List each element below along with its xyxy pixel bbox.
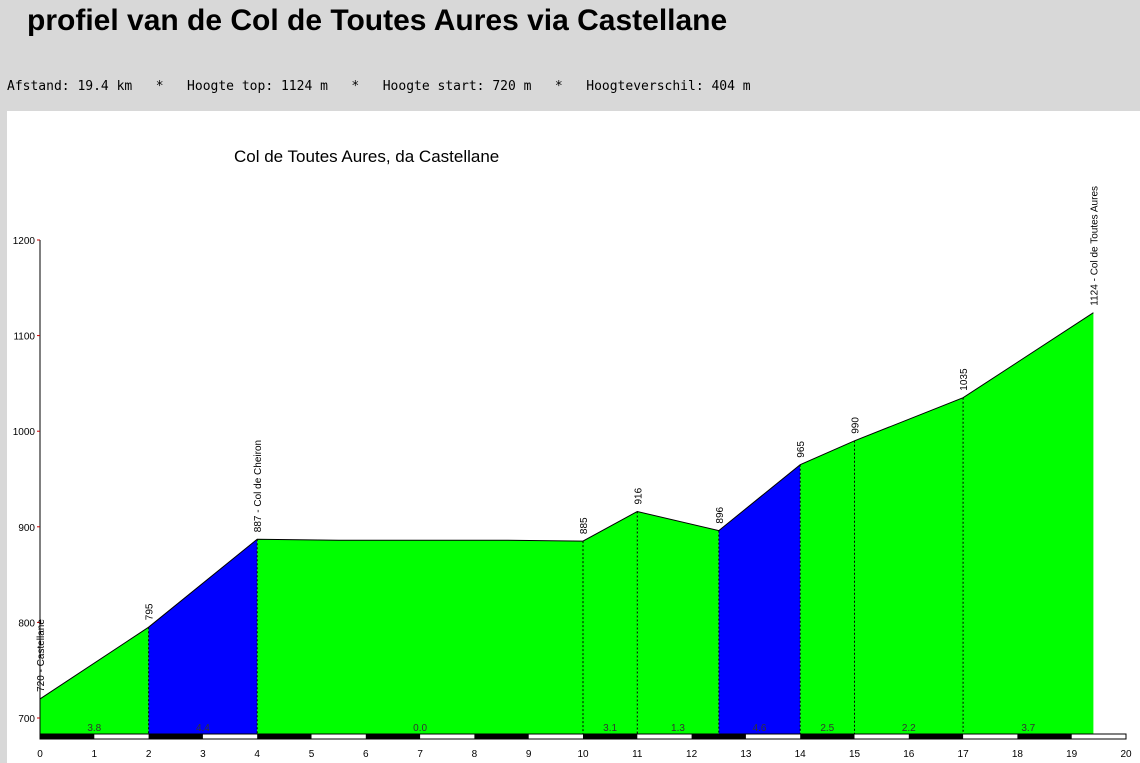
gradient-label: 4.6: [753, 723, 767, 734]
x-tick-label: 4: [254, 749, 260, 760]
stat-value: 720 m: [492, 79, 532, 94]
stats-separator: *: [132, 79, 188, 94]
y-axis: 700 800 900 1000 1100 1200: [13, 236, 41, 734]
x-tick-label: 9: [526, 749, 532, 760]
gradient-label: 3.1: [603, 723, 617, 734]
point-label: 896: [715, 506, 726, 523]
stat-label: Hoogte start:: [382, 79, 493, 94]
x-tick-label: 12: [686, 749, 698, 760]
stat-value: 19.4 km: [77, 79, 133, 94]
segment-fill: [854, 397, 964, 734]
x-tick-label: 5: [309, 749, 315, 760]
stat-value: 1124 m: [280, 79, 328, 94]
x-tick-label: 7: [417, 749, 423, 760]
gradient-label: 0.0: [413, 723, 427, 734]
stats-separator: *: [531, 79, 587, 94]
gradient-label: 2.2: [902, 723, 916, 734]
point-label: 990: [851, 417, 862, 434]
distance-bar-block: [691, 734, 746, 739]
distance-bar-block: [583, 734, 638, 739]
gradient-label: 1.3: [671, 723, 685, 734]
chart-title: Col de Toutes Aures, da Castellane: [234, 147, 499, 166]
stats-separator: *: [327, 79, 383, 94]
segment-fill: [40, 627, 149, 734]
x-tick-label: 20: [1120, 749, 1132, 760]
y-tick-label: 700: [18, 714, 35, 725]
x-tick-label: 14: [795, 749, 807, 760]
gradient-label: 4.4: [196, 723, 210, 734]
distance-bar-block: [365, 734, 421, 739]
x-tick-label: 8: [472, 749, 478, 760]
distance-bar-block: [257, 734, 312, 739]
x-tick-label: 3: [200, 749, 206, 760]
chart-panel: Col de Toutes Aures, da Castellane 3.8 4.…: [7, 111, 1140, 763]
segment-fill: [148, 539, 258, 734]
segment-fill: [257, 539, 583, 734]
point-label: 720 - Castellane: [36, 619, 47, 692]
point-label: 965: [796, 441, 807, 458]
x-tick-label: 11: [632, 749, 643, 760]
y-tick-label: 1000: [13, 427, 36, 438]
point-label: 916: [633, 487, 644, 504]
distance-bar-block: [40, 734, 95, 739]
x-tick-label: 10: [577, 749, 589, 760]
segment-fill: [718, 464, 801, 734]
distance-bar-block: [908, 734, 964, 739]
stat-label: Hoogte top:: [187, 79, 281, 94]
segment-fills: [40, 312, 1094, 734]
y-tick-label: 900: [18, 523, 35, 534]
stat-value: 404 m: [711, 79, 751, 94]
x-tick-label: 6: [363, 749, 369, 760]
stat-label: Afstand:: [7, 79, 78, 94]
segment-fill: [800, 440, 855, 734]
x-tick-label: 18: [1012, 749, 1024, 760]
gradient-labels: 3.8 4.4 0.0 3.1 1.3 4.6 2.5 2.2 3.7: [87, 723, 1035, 734]
segment-fill: [963, 312, 1094, 734]
x-axis: 0 1 2 3 4 5 6 7 8 9 10 11 12 13 14 15 16 17 18 19 20: [37, 749, 1132, 760]
gradient-label: 3.7: [1021, 723, 1035, 734]
y-tick-label: 800: [18, 618, 35, 629]
x-tick-label: 2: [146, 749, 152, 760]
point-label: 885: [579, 517, 590, 534]
stat-label: Hoogteverschil:: [586, 79, 712, 94]
x-tick-label: 13: [740, 749, 752, 760]
distance-bar-block: [800, 734, 855, 739]
gradient-label: 3.8: [87, 723, 101, 734]
y-tick-label: 1100: [13, 332, 35, 343]
distance-bar-block: [1017, 734, 1072, 739]
profile-line: [39, 312, 1094, 700]
point-label: 887 - Col de Cheiron: [253, 440, 264, 532]
point-label: 1124 - Col de Toutes Aures: [1089, 186, 1100, 306]
point-label: 795: [145, 603, 156, 620]
point-labels: 720 - Castellane 795 887 - Col de Cheiron 8…: [36, 186, 1100, 692]
x-tick-label: 19: [1066, 749, 1078, 760]
point-label: 1035: [959, 368, 970, 391]
segment-dividers: [148, 397, 964, 734]
y-tick-label: 1200: [13, 236, 36, 247]
x-tick-label: 17: [958, 749, 970, 760]
distance-bar-block: [474, 734, 529, 739]
x-tick-label: 15: [849, 749, 861, 760]
stats-line: Afstand: 19.4 km * Hoogte top: 1124 m * …: [7, 79, 751, 94]
segment-fill: [583, 511, 638, 734]
profile-outline: [39, 312, 1094, 700]
x-tick-label: 16: [903, 749, 915, 760]
distance-bar: [39, 733, 1127, 740]
page-title: profiel van de Col de Toutes Aures via C…: [27, 4, 728, 37]
x-tick-label: 1: [92, 749, 98, 760]
distance-bar-block: [148, 734, 203, 739]
gradient-label: 2.5: [820, 723, 834, 734]
x-tick-label: 0: [37, 749, 43, 760]
segment-fill: [637, 511, 719, 734]
